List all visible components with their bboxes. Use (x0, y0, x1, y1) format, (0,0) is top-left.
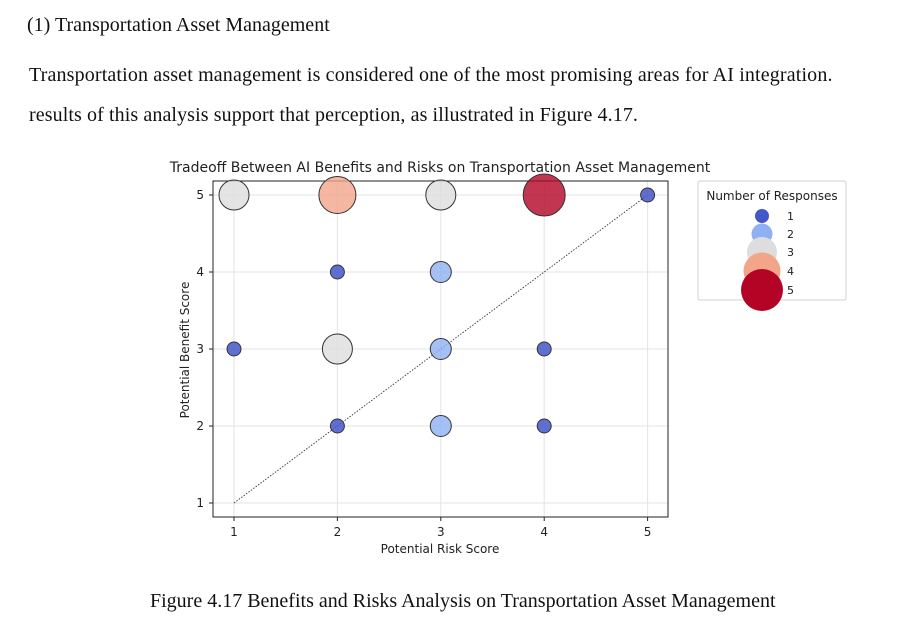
scatter-point (218, 179, 250, 211)
x-tick-label: 1 (230, 525, 238, 539)
scatter-point (329, 418, 345, 434)
legend-label: 2 (787, 228, 794, 241)
y-axis-label: Potential Benefit Score (178, 282, 192, 419)
figure-caption: Figure 4.17 Benefits and Risks Analysis … (150, 590, 776, 612)
legend-title: Number of Responses (706, 189, 837, 203)
x-tick-label: 3 (437, 525, 445, 539)
legend-entries: 1 2 3 4 5 (741, 209, 794, 311)
scatter-point (429, 415, 452, 437)
legend-label: 3 (787, 246, 794, 259)
scatter-point (429, 261, 452, 283)
scatter-point (321, 333, 353, 365)
x-tick-label: 4 (540, 525, 548, 539)
scatter-point (522, 173, 566, 217)
scatter-point (425, 179, 457, 211)
paragraph-line-2: results of this analysis support that pe… (29, 104, 639, 126)
scatter-point (536, 341, 552, 357)
x-tick-label: 2 (334, 525, 342, 539)
reference-line (233, 194, 648, 504)
scatter-point (226, 341, 242, 357)
legend-marker (741, 269, 783, 311)
scatter-point (536, 418, 552, 434)
bubble-chart: Tradeoff Between AI Benefits and Risks o… (169, 160, 847, 556)
scatter-point (318, 176, 357, 214)
y-tick-label: 1 (196, 496, 204, 510)
y-tick-label: 3 (196, 342, 204, 356)
legend-marker (755, 209, 769, 223)
y-tick-label: 5 (196, 188, 204, 202)
scatter-point (429, 338, 452, 360)
y-tick-label: 4 (196, 265, 204, 279)
paragraph-line-1: Transportation asset management is consi… (29, 64, 833, 86)
scatter-point (640, 187, 656, 203)
data-points (218, 173, 656, 437)
legend-label: 4 (787, 265, 794, 278)
axis-ticks: 1 2 3 4 5 1 2 3 4 5 (196, 188, 651, 539)
x-axis-label: Potential Risk Score (381, 542, 500, 556)
y-tick-label: 2 (196, 419, 204, 433)
reference-line-layer (233, 194, 648, 504)
legend-label: 1 (787, 210, 794, 223)
section-heading: (1) Transportation Asset Management (27, 14, 330, 36)
x-tick-label: 5 (644, 525, 652, 539)
legend-label: 5 (787, 284, 794, 297)
chart-title: Tradeoff Between AI Benefits and Risks o… (169, 160, 711, 176)
legend: Number of Responses 1 2 3 4 5 (697, 180, 847, 311)
scatter-point (329, 264, 345, 280)
